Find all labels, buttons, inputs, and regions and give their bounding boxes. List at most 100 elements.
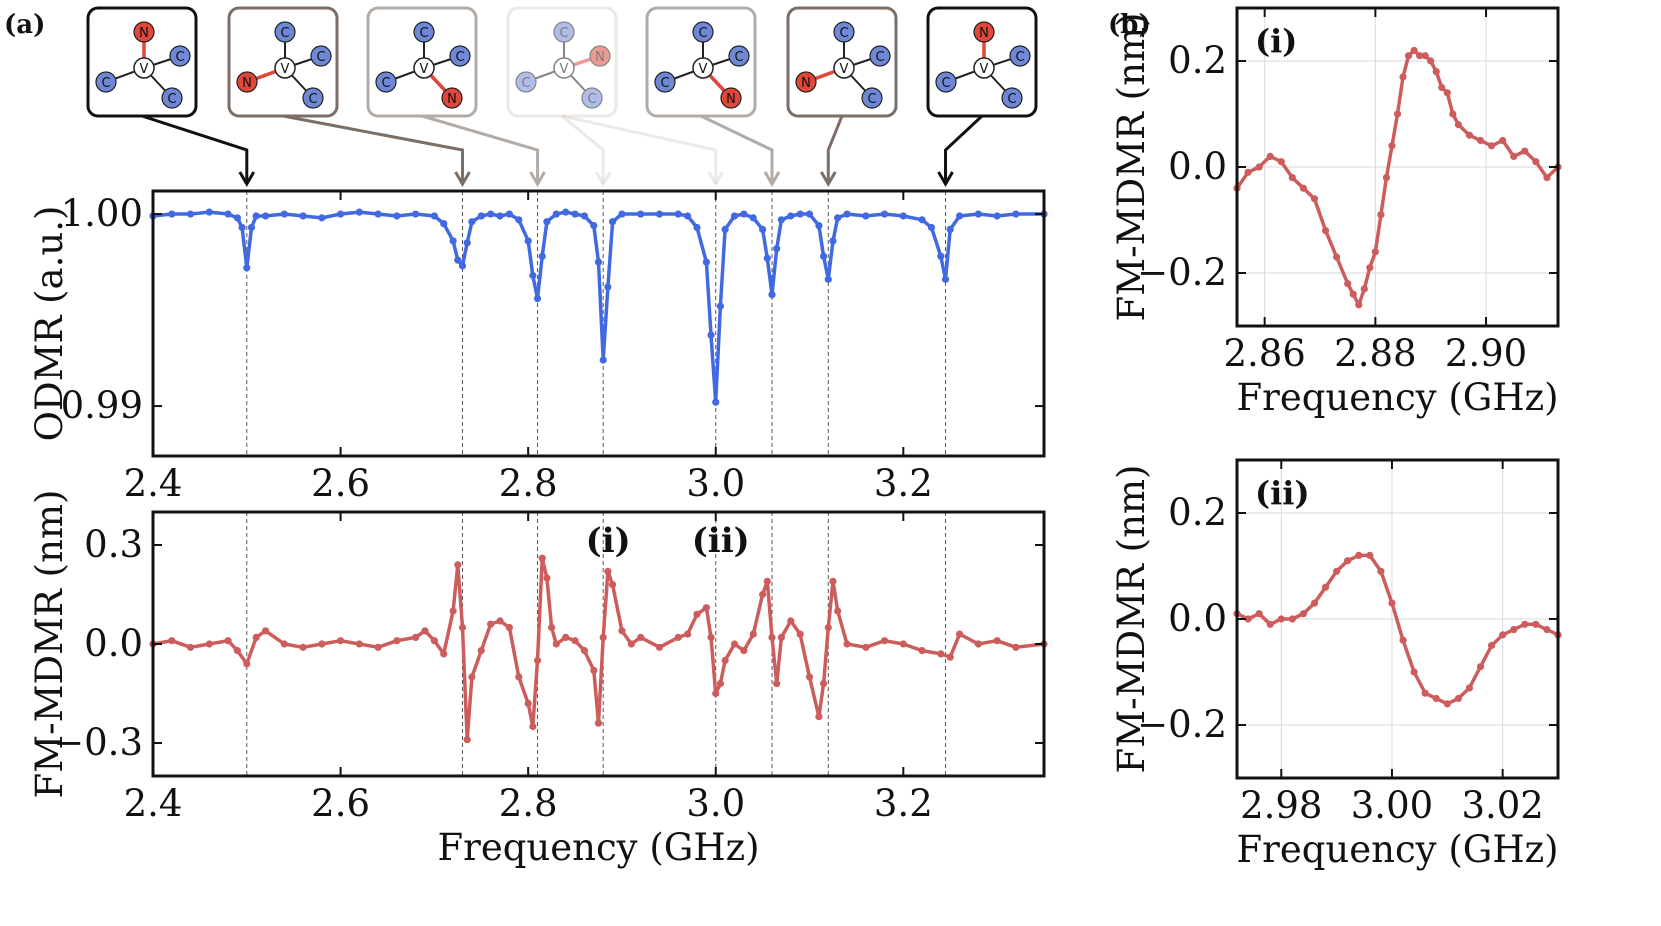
x-tick-label: 2.8 <box>499 462 558 505</box>
data-point <box>599 633 607 642</box>
data-point <box>233 647 242 655</box>
data-point <box>247 223 256 232</box>
series-line <box>1236 553 1559 706</box>
nitrogen-atom <box>589 45 611 67</box>
data-point <box>261 212 270 220</box>
inset-ii-chart: 2.98 3.00 3.02 −0.2 0.0 0.2 Frequency (GHz) FM-… <box>1110 458 1562 871</box>
data-point <box>918 647 926 655</box>
nitrogen-atom-label: N <box>801 76 811 91</box>
data-point <box>730 640 739 648</box>
data-point <box>880 210 889 218</box>
data-point <box>899 212 907 220</box>
data-point <box>702 258 710 266</box>
data-point <box>1543 174 1551 182</box>
vacancy-site <box>833 57 855 79</box>
data-point <box>454 561 462 569</box>
carbon-atom <box>833 21 855 43</box>
vacancy-label: V <box>980 62 989 77</box>
data-point <box>749 630 757 638</box>
carbon-atom-label: C <box>175 50 184 65</box>
data-point <box>186 643 195 651</box>
carbon-atom <box>861 87 883 109</box>
data-point <box>974 640 982 648</box>
data-point <box>538 252 546 260</box>
data-point <box>627 640 635 648</box>
data-point <box>796 210 804 218</box>
data-point <box>1371 248 1379 256</box>
data-point <box>458 262 467 270</box>
data-point <box>637 633 645 642</box>
carbon-atom <box>935 71 957 93</box>
data-point <box>571 637 579 645</box>
carbon-atom-label: C <box>698 26 707 41</box>
data-point <box>1388 142 1396 150</box>
data-point <box>1399 636 1407 644</box>
data-point <box>412 633 420 642</box>
data-point <box>1288 174 1296 182</box>
carbon-atom-label: C <box>455 50 464 65</box>
data-point <box>655 643 664 651</box>
y-tick-label: −0.2 <box>1137 703 1227 746</box>
data-point <box>1310 599 1319 607</box>
carbon-atom-label: C <box>1007 92 1016 107</box>
data-point <box>684 630 692 638</box>
data-point <box>1299 184 1308 192</box>
arrow-head <box>763 171 781 187</box>
series-line <box>1235 48 1560 307</box>
data-point <box>280 210 288 218</box>
nitrogen-atom <box>133 21 155 43</box>
data-point <box>702 604 710 612</box>
data-point <box>529 271 537 280</box>
peak-annotation: (ii) <box>692 521 750 561</box>
data-point <box>763 577 771 585</box>
data-point <box>590 221 598 230</box>
x-tick-label: 3.0 <box>686 462 745 505</box>
x-axis-label: Frequency (GHz) <box>1236 828 1558 871</box>
data-point <box>955 212 964 220</box>
data-point <box>594 258 603 266</box>
data-point <box>1510 626 1518 634</box>
data-point <box>730 212 739 220</box>
vacancy-site <box>692 57 714 79</box>
data-point <box>505 623 513 632</box>
data-point <box>721 656 729 665</box>
data-point <box>805 673 814 681</box>
data-point <box>777 633 785 642</box>
data-point <box>707 633 715 642</box>
data-point <box>829 577 837 585</box>
carbon-atom-label: C <box>660 76 669 91</box>
x-tick-label: 2.6 <box>311 782 370 825</box>
data-point <box>1288 615 1296 623</box>
data-point <box>749 214 757 222</box>
data-point <box>355 208 363 216</box>
data-point <box>899 640 907 648</box>
nitrogen-atom <box>973 21 995 43</box>
data-point <box>787 617 795 625</box>
data-point <box>1510 152 1518 160</box>
data-point <box>1521 147 1529 155</box>
nitrogen-atom-label: N <box>447 92 457 107</box>
data-point <box>955 630 964 638</box>
nitrogen-atom-label: N <box>139 26 149 41</box>
data-point <box>1410 46 1418 55</box>
panel-b-label: (b) <box>1108 10 1151 40</box>
data-point <box>993 637 1001 645</box>
vacancy-label: V <box>699 62 708 77</box>
nv-box: C C N C V <box>506 6 618 118</box>
data-point <box>440 650 448 658</box>
data-point <box>693 610 701 618</box>
vacancy-site <box>274 57 296 79</box>
data-point <box>1499 136 1507 145</box>
x-tick-label: 2.86 <box>1223 332 1305 375</box>
data-point <box>862 643 870 651</box>
y-axis-label: FM-MDMR (nm) <box>1110 465 1153 774</box>
data-point <box>463 239 471 247</box>
data-point <box>805 210 814 218</box>
data-point <box>1310 195 1319 203</box>
x-tick-label: 2.6 <box>311 462 370 505</box>
data-point <box>721 225 729 234</box>
data-point <box>477 212 485 220</box>
data-point <box>529 722 537 731</box>
data-point <box>421 627 429 635</box>
